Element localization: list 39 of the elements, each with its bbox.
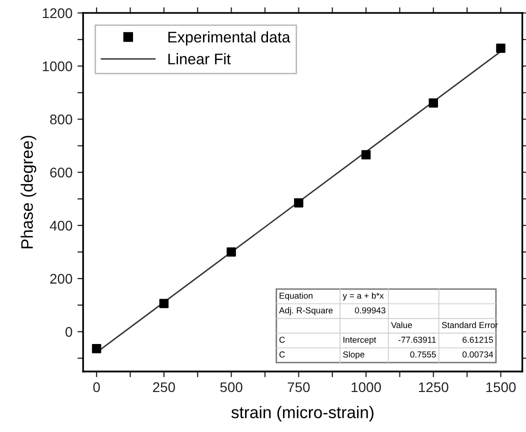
annotation: C	[279, 351, 285, 358]
point	[226, 247, 236, 257]
annotation: 0.7555	[410, 351, 436, 358]
x-tick-label: 750	[288, 382, 310, 392]
annotation: 0.00734	[462, 351, 494, 358]
y-tick-label: 0	[66, 327, 72, 337]
point	[294, 198, 304, 208]
point	[496, 44, 506, 53]
annotation: Adj. R-Square	[279, 307, 333, 316]
annotation: -77.63911	[398, 336, 436, 343]
x-tick-label: 1250	[419, 382, 448, 392]
x-tick-label: 500	[220, 382, 242, 392]
annotation: Equation	[280, 292, 312, 300]
y-tick-label: 400	[50, 220, 72, 231]
y-tick-label: 1200	[42, 8, 72, 18]
y-tick-label: 600	[50, 168, 72, 178]
annotation: Slope	[343, 351, 364, 360]
legend-label: Linear Fit	[168, 53, 231, 64]
point	[159, 298, 169, 308]
x-axis-title: strain (micro-strain)	[231, 406, 374, 422]
y-tick-label: 800	[50, 114, 72, 124]
x-tick-label: 1000	[352, 382, 381, 392]
annotation: y = a + b*x	[342, 292, 384, 300]
point	[361, 150, 371, 160]
y-axis-title: Phase (degree)	[20, 136, 36, 248]
y-tick-label: 1000	[42, 61, 72, 72]
annotation: 6.61215	[462, 336, 493, 343]
annotation: C	[279, 336, 285, 343]
x-tick-label: 250	[153, 382, 175, 392]
legend-label: Experimental data	[168, 31, 290, 46]
point	[428, 98, 438, 108]
annotation: Value	[391, 322, 412, 328]
x-tick-label: 0	[93, 382, 100, 392]
point	[92, 344, 102, 354]
x-tick-label: 1500	[486, 382, 516, 392]
annotation: Standard Error	[442, 322, 498, 328]
annotation: 0.99943	[354, 307, 386, 314]
y-tick-label: 200	[50, 274, 72, 284]
annotation: Intercept	[343, 336, 376, 345]
